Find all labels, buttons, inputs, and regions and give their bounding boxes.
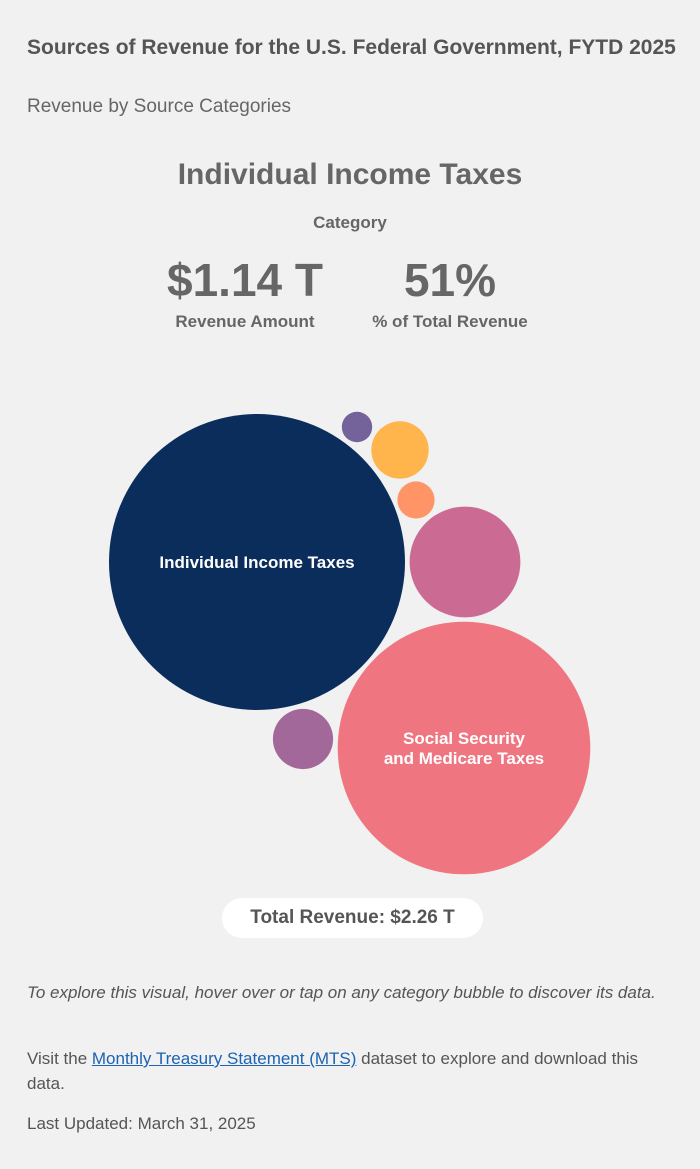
dataset-note-prefix: Visit the — [27, 1049, 92, 1068]
bubble-orange[interactable] — [397, 481, 435, 519]
chart-title: Sources of Revenue for the U.S. Federal … — [27, 36, 676, 59]
last-updated: Last Updated: March 31, 2025 — [27, 1114, 256, 1133]
percent-of-total-stat: 51% % of Total Revenue — [360, 252, 540, 332]
selected-category-kind: Category — [313, 213, 387, 232]
explore-hint: To explore this visual, hover over or ta… — [27, 983, 656, 1002]
dataset-note: Visit the Monthly Treasury Statement (MT… — [27, 1046, 677, 1096]
bubble-chart: Individual Income Taxes Social Securityan… — [109, 411, 591, 875]
bubble-label-individual: Individual Income Taxes — [159, 553, 354, 572]
total-revenue-badge: Total Revenue: $2.26 T — [222, 898, 483, 938]
revenue-amount-label: Revenue Amount — [175, 312, 315, 331]
bubble-smallest[interactable] — [341, 411, 373, 443]
dataset-note-suffix: dataset to explore and download this dat… — [27, 1049, 639, 1093]
mts-dataset-link[interactable]: Monthly Treasury Statement (MTS) — [91, 1049, 357, 1068]
bubble-social[interactable] — [337, 621, 591, 875]
bubble-misc[interactable] — [272, 708, 334, 770]
percent-of-total-label: % of Total Revenue — [372, 312, 528, 331]
bubble-label-social: and Medicare Taxes — [384, 749, 544, 768]
bubble-corporate[interactable] — [409, 506, 521, 618]
revenue-amount-value: $1.14 T — [167, 254, 323, 306]
revenue-amount-stat: $1.14 T Revenue Amount — [160, 252, 330, 332]
bubble-label-social: Social Security — [403, 729, 525, 748]
percent-of-total-value: 51% — [403, 254, 497, 306]
bubble-yellow[interactable] — [371, 421, 429, 479]
chart-subtitle: Revenue by Source Categories — [27, 96, 292, 117]
bubble-individual[interactable] — [109, 414, 405, 710]
selected-category-name: Individual Income Taxes — [177, 158, 523, 191]
